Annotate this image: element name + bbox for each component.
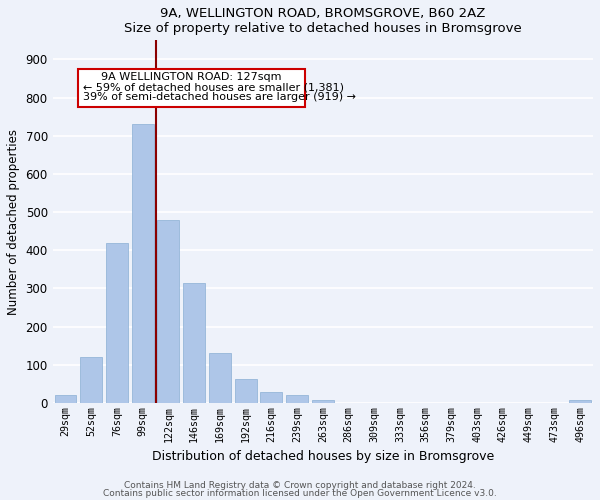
Bar: [286, 396, 308, 403]
Bar: [55, 396, 76, 403]
Bar: [569, 400, 591, 403]
Bar: [106, 242, 128, 403]
Text: Contains public sector information licensed under the Open Government Licence v3: Contains public sector information licen…: [103, 489, 497, 498]
Bar: [80, 357, 102, 403]
Text: 9A WELLINGTON ROAD: 127sqm: 9A WELLINGTON ROAD: 127sqm: [101, 72, 282, 82]
Y-axis label: Number of detached properties: Number of detached properties: [7, 128, 20, 314]
Text: ← 59% of detached houses are smaller (1,381): ← 59% of detached houses are smaller (1,…: [83, 82, 344, 92]
Bar: [235, 379, 257, 403]
X-axis label: Distribution of detached houses by size in Bromsgrove: Distribution of detached houses by size …: [152, 450, 494, 463]
Text: Contains HM Land Registry data © Crown copyright and database right 2024.: Contains HM Land Registry data © Crown c…: [124, 480, 476, 490]
Bar: [312, 400, 334, 403]
Title: 9A, WELLINGTON ROAD, BROMSGROVE, B60 2AZ
Size of property relative to detached h: 9A, WELLINGTON ROAD, BROMSGROVE, B60 2AZ…: [124, 7, 522, 35]
Bar: [209, 354, 231, 403]
Bar: [157, 220, 179, 403]
Bar: [260, 392, 283, 403]
Bar: [132, 124, 154, 403]
Text: 39% of semi-detached houses are larger (919) →: 39% of semi-detached houses are larger (…: [83, 92, 356, 102]
Bar: [183, 282, 205, 403]
FancyBboxPatch shape: [79, 69, 305, 107]
